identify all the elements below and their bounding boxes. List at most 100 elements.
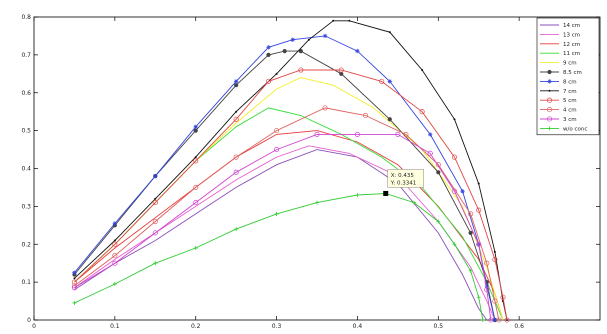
data-point (71, 279, 77, 285)
data-point (71, 283, 77, 289)
legend-label: 3 cm (563, 117, 577, 123)
data-point (154, 197, 157, 200)
data-point (314, 131, 320, 137)
data-point (435, 162, 441, 168)
data-tip-x: X: 0.435 (391, 173, 415, 179)
y-tick-label: 0.3 (21, 203, 31, 210)
data-point (235, 110, 238, 113)
data-point (546, 116, 553, 122)
data-point (322, 105, 328, 111)
data-point (477, 182, 480, 185)
data-point (546, 97, 553, 103)
data-point (234, 227, 239, 232)
series-line (74, 107, 500, 321)
legend-entry: 13 cm (540, 32, 580, 38)
data-point (112, 241, 118, 247)
data-point (193, 200, 199, 206)
data-point (468, 211, 474, 217)
data-point (547, 79, 552, 84)
legend-entry: 4 cm (540, 107, 577, 114)
series-line (74, 69, 508, 321)
data-point (233, 116, 239, 122)
data-tip-box (387, 169, 424, 188)
data-point (480, 318, 485, 322)
legend[interactable]: 14 cm 13 cm 12 cm 11 cm 9 cm 8.5 cm 8 cm 7 cm 5 … (536, 17, 600, 136)
plot-area[interactable] (33, 16, 601, 321)
data-point (436, 170, 441, 175)
data-point (152, 230, 158, 236)
data-point (460, 189, 465, 194)
data-point (266, 52, 271, 57)
data-point (233, 154, 239, 160)
data-point (388, 31, 391, 34)
legend-entry: 9 cm (540, 61, 577, 67)
series-2 (74, 130, 504, 321)
series-7 (73, 19, 509, 321)
data-point (332, 19, 335, 22)
data-point (112, 282, 117, 287)
data-point (412, 200, 417, 205)
data-point (354, 131, 360, 137)
data-point (193, 158, 199, 164)
data-point (387, 79, 392, 84)
data-point (419, 109, 425, 115)
data-point (233, 79, 239, 84)
data-point (453, 118, 456, 121)
data-point (379, 78, 385, 84)
y-tick-label: 0.2 (21, 241, 31, 248)
data-point (488, 317, 494, 323)
data-point (355, 48, 360, 54)
data-point (72, 270, 77, 275)
data-point (315, 200, 319, 205)
data-point (468, 268, 473, 273)
x-tick-label: 0.2 (191, 323, 201, 330)
data-point (548, 89, 551, 92)
data-point (274, 128, 280, 134)
data-point (427, 150, 433, 156)
data-point (193, 246, 198, 251)
data-point (265, 78, 272, 84)
data-point (274, 211, 279, 216)
data-point (387, 117, 392, 122)
data-point (153, 261, 158, 266)
data-point (492, 298, 498, 304)
legend-label: 5 cm (563, 98, 577, 104)
x-tick-label: 0.3 (272, 323, 282, 330)
y-tick-label: 0.7 (21, 52, 31, 59)
data-point (193, 184, 199, 190)
series-line (74, 133, 492, 321)
data-point (322, 33, 328, 39)
data-point (274, 147, 280, 153)
data-point (484, 260, 490, 266)
legend-entry: 7 cm (540, 89, 577, 95)
axes-box[interactable] (33, 16, 601, 321)
data-point (476, 207, 482, 213)
data-point (476, 241, 482, 247)
data-point (266, 45, 271, 50)
data-point (452, 242, 457, 247)
legend-entry: 8.5 cm (540, 69, 582, 76)
y-tick-label: 0 (27, 317, 31, 324)
data-point (362, 112, 369, 119)
series-line (74, 20, 508, 321)
legend-label: w/o conc (563, 126, 587, 132)
legend-label: 13 cm (563, 32, 580, 38)
data-point (436, 219, 441, 224)
data-point (348, 19, 351, 22)
data-point (451, 188, 458, 194)
data-point (112, 253, 118, 259)
data-point (492, 317, 498, 323)
y-tick-label: 0.6 (21, 90, 31, 97)
series-0 (74, 149, 488, 321)
data-point (338, 67, 344, 73)
x-tick-label: 0.4 (353, 323, 363, 330)
legend-entry: 14 cm (540, 23, 580, 29)
data-point (355, 193, 360, 198)
data-point (233, 169, 239, 175)
x-tick-label: 0.1 (110, 323, 120, 330)
data-point (290, 37, 295, 42)
legend-label: 11 cm (563, 51, 580, 57)
data-point (428, 132, 433, 137)
legend-label: 4 cm (563, 108, 577, 114)
